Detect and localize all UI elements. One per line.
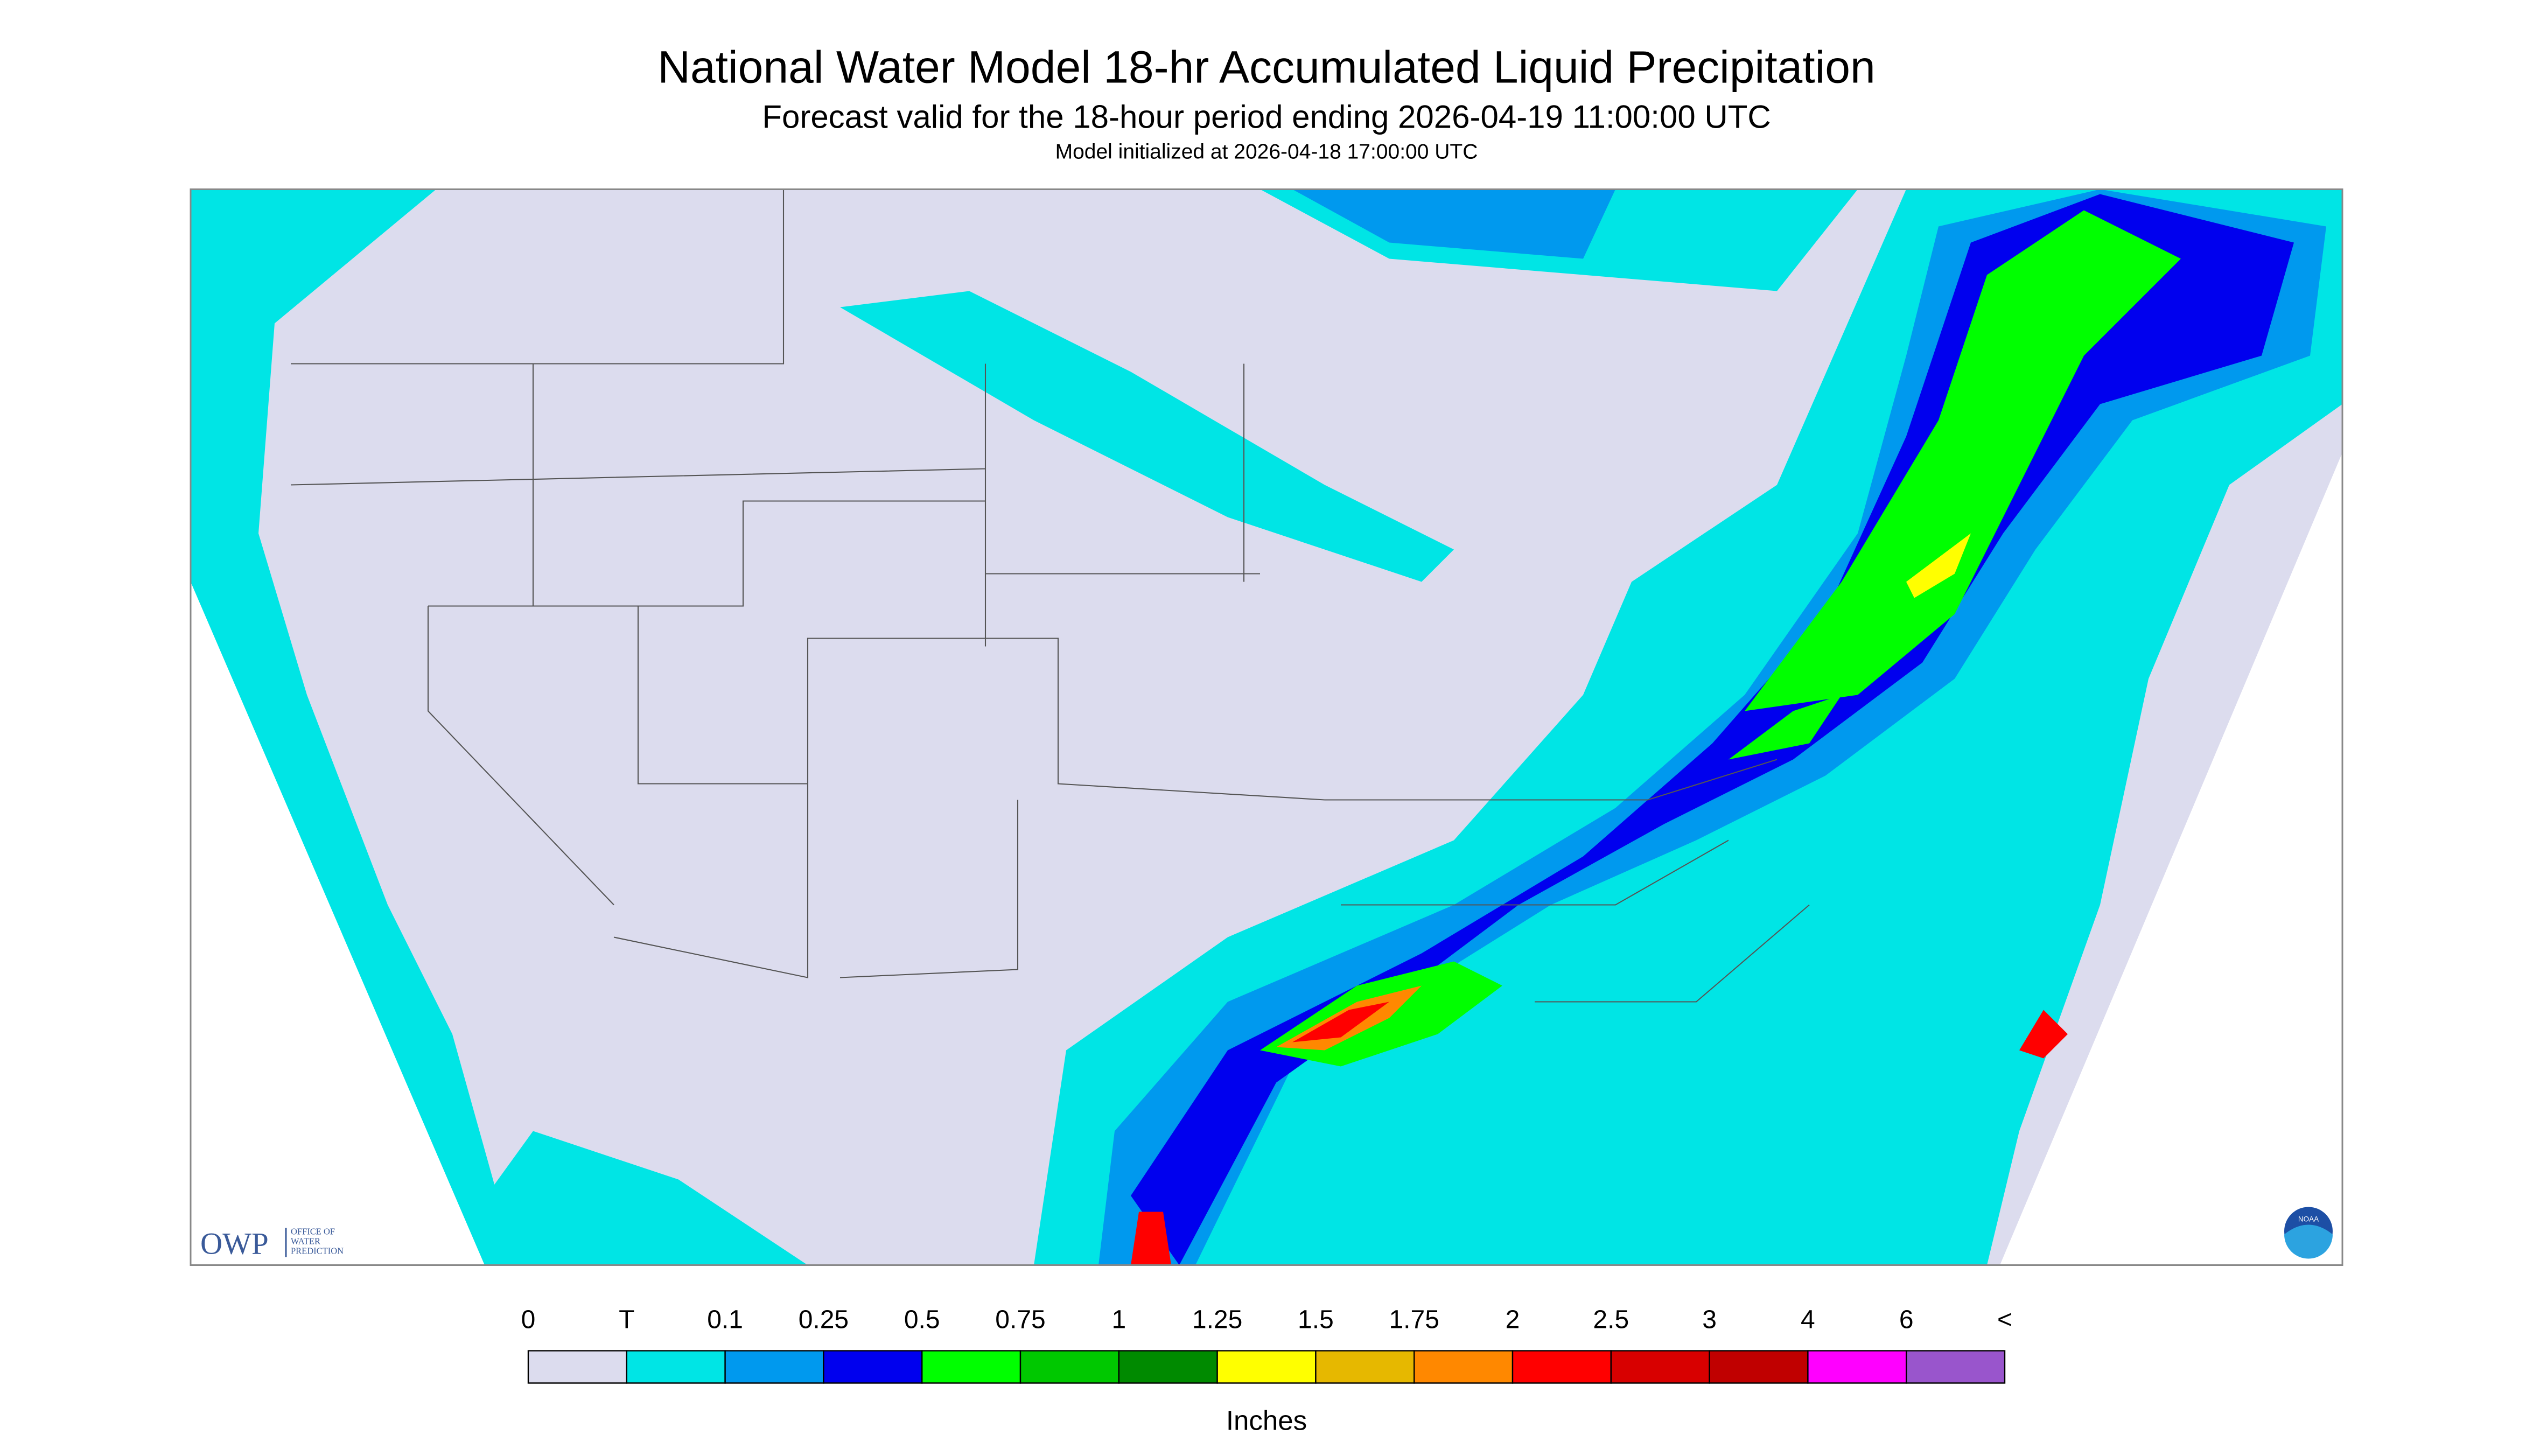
subtitle: Forecast valid for the 18-hour period en… — [762, 99, 1771, 135]
precip-area — [1906, 533, 1971, 598]
legend-label: < — [1997, 1306, 2012, 1334]
precip-area — [1292, 1002, 1389, 1042]
map-frame — [190, 188, 2343, 1266]
legend-label: T — [619, 1306, 634, 1334]
legend-swatch — [527, 1350, 628, 1384]
legend-swatch — [1905, 1350, 2006, 1384]
legend-swatch — [1512, 1350, 1612, 1384]
legend-label: 2.5 — [1593, 1306, 1629, 1334]
precip-area — [1729, 695, 1842, 760]
noaa-logo-text: NOAA — [2298, 1215, 2319, 1223]
legend-label: 0.1 — [707, 1306, 743, 1334]
precip-area — [1131, 1212, 1171, 1265]
noaa-logo-wave — [2284, 1224, 2333, 1259]
legend-swatch — [1216, 1350, 1317, 1384]
legend-label: 0 — [521, 1306, 536, 1334]
map-layers — [191, 189, 2342, 1265]
legend: 0 T 0.1 0.25 0.5 0.75 1 1.25 1.5 1.75 2 2.5 3 4 6 < — [521, 1306, 2012, 1384]
legend-label: 1.25 — [1192, 1306, 1242, 1334]
legend-swatch — [626, 1350, 726, 1384]
legend-label: 6 — [1899, 1306, 1914, 1334]
legend-unit: Inches — [1226, 1405, 1307, 1436]
legend-swatch — [1709, 1350, 1809, 1384]
legend-swatch — [1610, 1350, 1710, 1384]
logo-text: WATER — [291, 1236, 320, 1247]
legend-swatch — [1019, 1350, 1120, 1384]
legend-swatch — [921, 1350, 1021, 1384]
legend-label: 0.5 — [904, 1306, 940, 1334]
legend-label: 3 — [1702, 1306, 1717, 1334]
legend-label: 2 — [1506, 1306, 1520, 1334]
precip-area — [436, 1131, 808, 1265]
legend-swatch — [1118, 1350, 1218, 1384]
legend-swatch — [724, 1350, 824, 1384]
legend-label: 4 — [1801, 1306, 1815, 1334]
legend-label: 1.75 — [1389, 1306, 1439, 1334]
title: National Water Model 18-hr Accumulated L… — [657, 42, 1875, 93]
precip-area — [840, 291, 1454, 582]
precip-area — [1292, 189, 1615, 259]
logo-text: OFFICE OF — [291, 1227, 335, 1237]
legend-swatch — [1807, 1350, 1907, 1384]
init-time: Model initialized at 2026-04-18 17:00:00… — [1055, 141, 1478, 164]
state-borders — [290, 189, 1810, 1003]
precip-area — [2019, 1010, 2068, 1059]
outside-domain — [2000, 452, 2342, 1265]
precip-area — [1745, 210, 2181, 711]
legend-label: 0.75 — [995, 1306, 1045, 1334]
legend-label: 0.25 — [799, 1306, 849, 1334]
legend-swatch — [823, 1350, 923, 1384]
legend-label: 1.5 — [1298, 1306, 1334, 1334]
outside-domain — [191, 582, 485, 1265]
legend-label: 1 — [1111, 1306, 1126, 1334]
logo-name: OWP — [200, 1227, 269, 1261]
legend-swatch — [1414, 1350, 1514, 1384]
logo-text: PREDICTION — [291, 1246, 344, 1256]
map: OWP OFFICE OF WATER PREDICTION NOAA — [190, 188, 2343, 1266]
legend-swatch — [1315, 1350, 1415, 1384]
